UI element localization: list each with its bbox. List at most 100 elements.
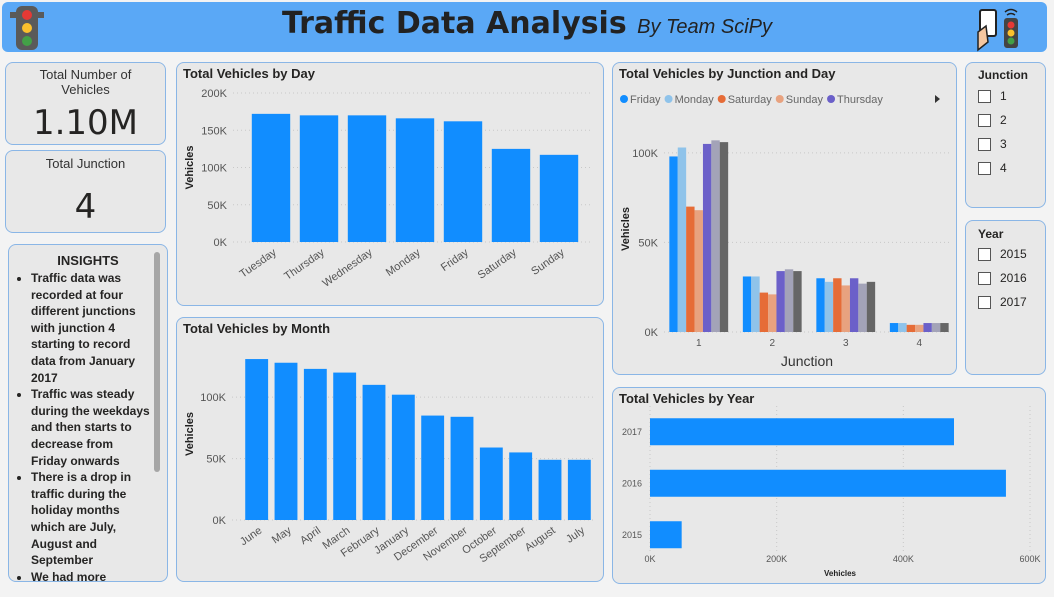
y-tick-label: 2017 <box>622 427 642 437</box>
legend-label: Sunday <box>786 94 824 106</box>
bar <box>567 459 591 520</box>
x-tick-label: Thursday <box>282 246 327 282</box>
icon-signal <box>1004 8 1018 16</box>
x-tick-label: 600K <box>1019 554 1040 564</box>
icon-red <box>22 10 32 20</box>
checkbox[interactable] <box>978 161 991 175</box>
insight-item: Traffic data was recorded at four differ… <box>31 270 151 386</box>
checkbox[interactable] <box>978 113 991 127</box>
icon-yellow <box>22 23 32 33</box>
bar <box>395 118 435 242</box>
x-tick-label: Tuesday <box>238 246 280 280</box>
legend-swatch <box>717 95 726 103</box>
slicer-title: Year <box>978 227 1004 241</box>
header-bar <box>2 2 1047 52</box>
bar <box>776 271 785 332</box>
slicer-option[interactable]: 2015 <box>978 247 1027 261</box>
bar <box>931 323 941 332</box>
bar <box>274 362 298 520</box>
y-tick-label: 0K <box>645 327 659 339</box>
x-tick-label: June <box>238 525 264 549</box>
y-tick-label: 0K <box>213 515 227 527</box>
y-tick-label: 0K <box>214 237 228 249</box>
x-tick-label: Friday <box>439 246 471 274</box>
bar <box>849 278 859 332</box>
bar <box>889 323 899 332</box>
card: Total Junction 4 <box>5 150 166 233</box>
header-subtitle: By Team SciPy <box>637 16 773 38</box>
y-tick-label: 2016 <box>622 478 642 488</box>
legend-label: Monday <box>675 94 715 106</box>
bar <box>299 115 339 242</box>
phone-light-icon <box>977 8 1018 52</box>
legend-swatch <box>827 95 836 103</box>
x-tick-label: Monday <box>384 246 423 279</box>
slicer-option-label: 2017 <box>1000 295 1027 309</box>
slicer-option[interactable]: 2016 <box>978 271 1027 285</box>
bar <box>898 323 907 332</box>
x-tick-label: 0K <box>644 554 655 564</box>
slicer-option[interactable]: 3 <box>978 137 1007 151</box>
checkbox[interactable] <box>978 89 991 103</box>
bar <box>650 521 682 549</box>
y-tick-label: 50K <box>638 237 658 249</box>
bar <box>509 452 533 520</box>
y-tick-label: 100K <box>201 163 227 175</box>
chart-title: Total Vehicles by Year <box>619 391 754 406</box>
legend-swatch <box>664 95 673 103</box>
slicer-option[interactable]: 2 <box>978 113 1007 127</box>
bar <box>347 115 387 242</box>
bar <box>742 276 752 332</box>
bar <box>333 372 357 520</box>
checkbox[interactable] <box>978 247 991 261</box>
slicer-option[interactable]: 4 <box>978 161 1007 175</box>
bar <box>866 281 876 332</box>
slicer-option[interactable]: 2017 <box>978 295 1027 309</box>
icon-ear <box>38 12 44 18</box>
bar <box>450 416 474 520</box>
card-label: Total Number of Vehicles <box>39 67 132 97</box>
slicer-option-label: 2016 <box>1000 271 1027 285</box>
y-tick-label: 100K <box>632 148 658 160</box>
icon-green <box>1007 37 1015 45</box>
card-label: Total Junction <box>45 156 126 171</box>
legend-label: Friday <box>630 94 661 106</box>
bar <box>719 142 729 332</box>
checkbox[interactable] <box>978 295 991 309</box>
bar <box>940 323 949 332</box>
legend-swatch <box>775 95 784 103</box>
chart-panel <box>176 62 604 306</box>
legend-label: Saturday <box>728 94 773 106</box>
x-tick-label: May <box>270 524 294 546</box>
scrollbar[interactable] <box>154 252 160 472</box>
bar <box>833 278 842 332</box>
x-tick-label: July <box>564 524 587 545</box>
slicer-option-label: 4 <box>1000 161 1007 175</box>
chart-title: Total Vehicles by Day <box>183 66 316 81</box>
insights-panel: INSIGHTS Traffic data was recorded at fo… <box>8 244 168 582</box>
slicer-option-label: 1 <box>1000 89 1007 103</box>
y-axis-label: Vehicles <box>184 412 196 456</box>
traffic-light-icon <box>10 6 44 50</box>
legend-scroll-arrow[interactable] <box>935 95 940 103</box>
x-tick-label: 2 <box>769 338 775 349</box>
y-tick-label: 50K <box>206 454 226 466</box>
bar <box>538 459 562 520</box>
checkbox[interactable] <box>978 137 991 151</box>
bar <box>923 323 932 332</box>
bar <box>362 384 386 520</box>
slicer-option-label: 3 <box>1000 137 1007 151</box>
x-tick-label: Saturday <box>476 246 519 281</box>
icon-ear <box>10 12 16 18</box>
y-tick-label: 200K <box>201 88 227 100</box>
bar <box>421 415 445 520</box>
slicer-option[interactable]: 1 <box>978 89 1007 103</box>
legend-label: Thursday <box>837 94 883 106</box>
x-tick-label: April <box>298 525 323 547</box>
checkbox[interactable] <box>978 271 991 285</box>
x-axis-label: Junction <box>781 353 833 369</box>
icon-green <box>22 36 32 46</box>
insights-title: INSIGHTS <box>57 253 119 268</box>
